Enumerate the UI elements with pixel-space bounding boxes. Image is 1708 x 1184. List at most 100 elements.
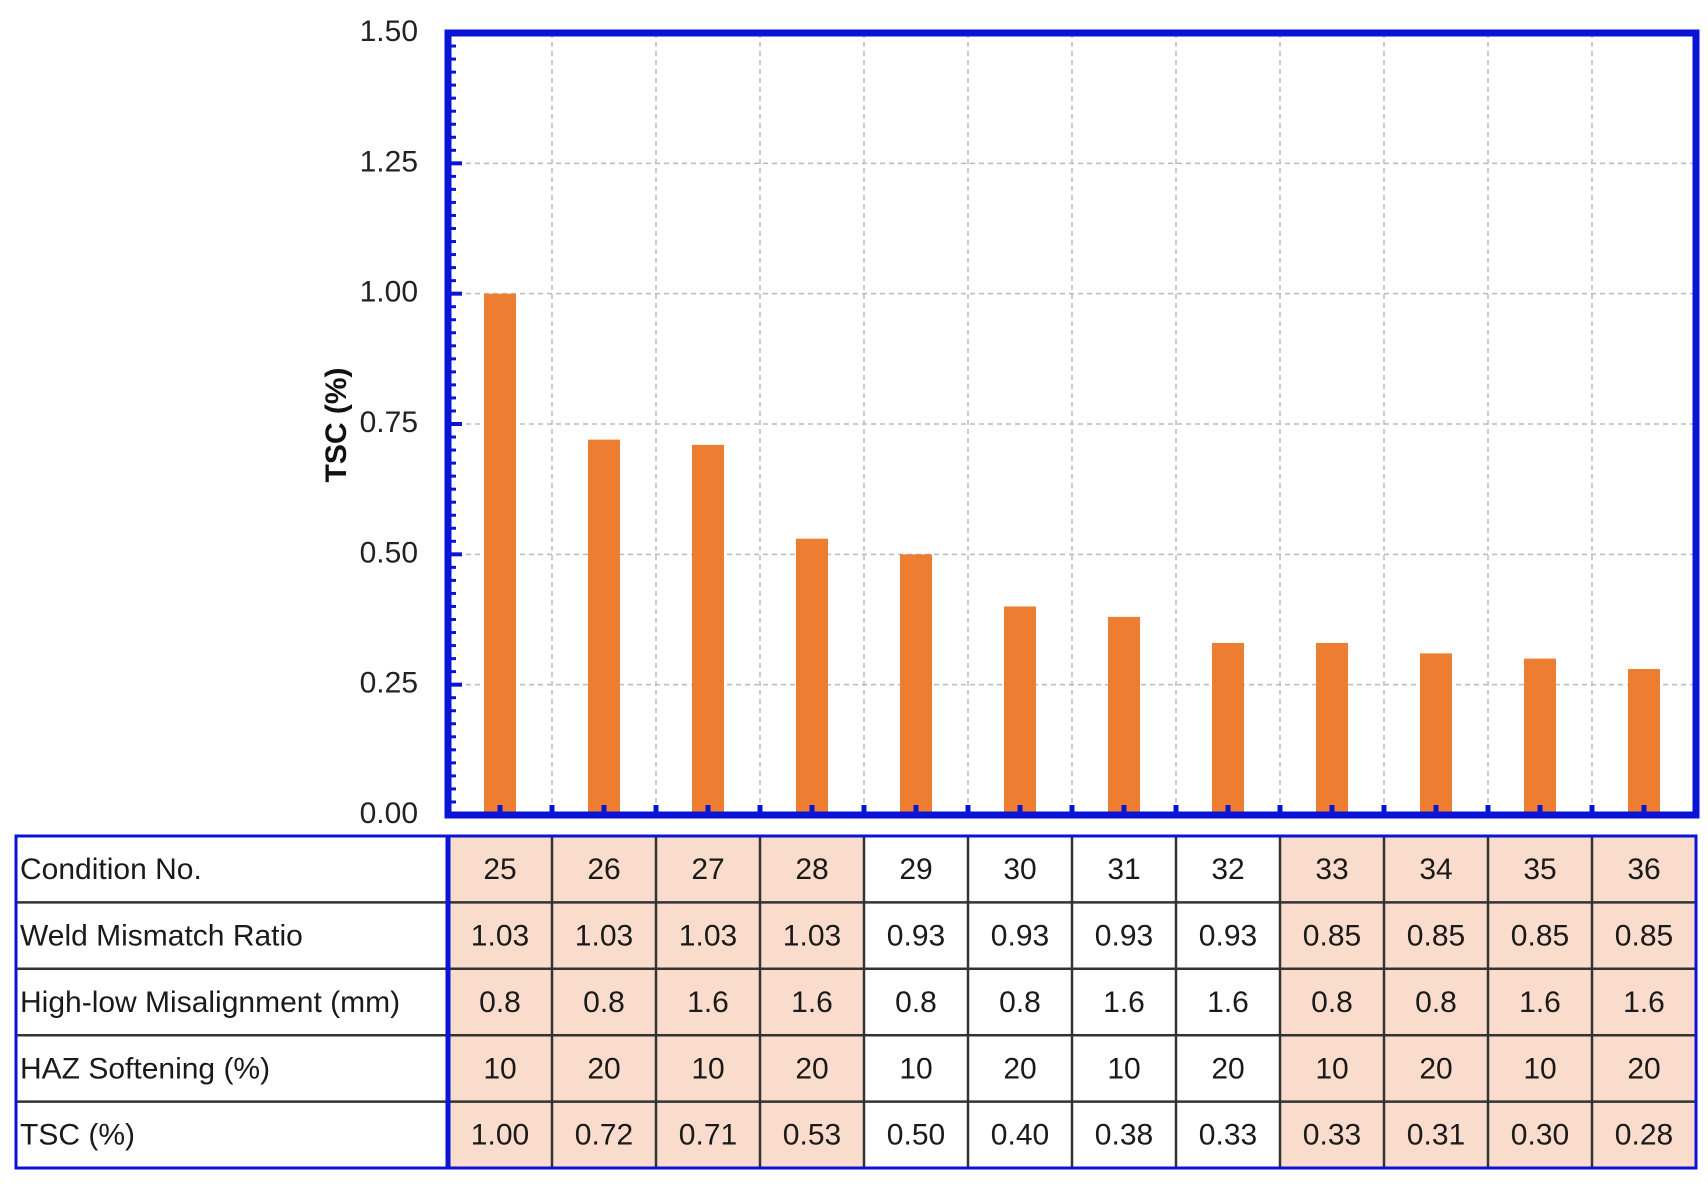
table-cell: 10	[1523, 1052, 1556, 1085]
table-cell: 0.85	[1407, 920, 1465, 953]
y-tick-label: 1.25	[360, 145, 418, 178]
table-cell: 0.53	[783, 1119, 841, 1152]
table-cell: 1.6	[687, 986, 729, 1019]
bar-27	[692, 444, 724, 815]
table-cell: 0.85	[1303, 920, 1361, 953]
table-cell: 34	[1419, 853, 1452, 886]
bar-36	[1628, 669, 1660, 815]
y-tick-label: 0.25	[360, 667, 418, 700]
table-cell: 10	[483, 1052, 516, 1085]
table-cell: 0.93	[887, 920, 945, 953]
table-cell: 1.03	[575, 920, 633, 953]
table-cell: 1.6	[1207, 986, 1249, 1019]
table-cell: 29	[899, 853, 932, 886]
table-cell: 1.00	[471, 1119, 529, 1152]
bar-32	[1212, 642, 1244, 815]
highlight-column	[448, 836, 552, 1168]
table-cell: 1.03	[783, 920, 841, 953]
table-cell: 20	[1003, 1052, 1036, 1085]
table-cell: 0.72	[575, 1119, 633, 1152]
table-cell: 26	[587, 853, 620, 886]
table-cell: 20	[795, 1052, 828, 1085]
table-cell: 33	[1315, 853, 1348, 886]
table-cell: 10	[691, 1052, 724, 1085]
table-row-label: Condition No.	[20, 853, 202, 886]
table-cell: 0.8	[999, 986, 1041, 1019]
table-cell: 0.8	[1415, 986, 1457, 1019]
table-cell: 10	[1107, 1052, 1140, 1085]
table-cell: 1.6	[1103, 986, 1145, 1019]
table-cell: 10	[899, 1052, 932, 1085]
table-cell: 0.31	[1407, 1119, 1465, 1152]
table-cell: 25	[483, 853, 516, 886]
highlight-column	[760, 836, 864, 1168]
table-cell: 0.93	[1199, 920, 1257, 953]
y-tick-label: 1.50	[360, 15, 418, 48]
plot-frame	[444, 29, 1700, 819]
table-cell: 0.40	[991, 1119, 1049, 1152]
table-cell: 1.6	[791, 986, 833, 1019]
bar-34	[1420, 653, 1452, 815]
table-row-label: TSC (%)	[20, 1119, 135, 1152]
table-cell: 1.6	[1519, 986, 1561, 1019]
table-cell: 30	[1003, 853, 1036, 886]
y-tick-label: 0.50	[360, 536, 418, 569]
table-cell: 10	[1315, 1052, 1348, 1085]
highlight-column	[1384, 836, 1488, 1168]
bar-31	[1108, 616, 1140, 815]
table-cell: 0.93	[1095, 920, 1153, 953]
table-cell: 0.8	[895, 986, 937, 1019]
table-cell: 1.6	[1623, 986, 1665, 1019]
bar-25	[484, 293, 516, 816]
table-cell: 0.8	[583, 986, 625, 1019]
bar-35	[1524, 658, 1556, 815]
table-cell: 0.33	[1303, 1119, 1361, 1152]
table-row-label: Weld Mismatch Ratio	[20, 920, 303, 953]
table-cell: 0.71	[679, 1119, 737, 1152]
table-cell: 0.85	[1615, 920, 1673, 953]
table-cell: 0.30	[1511, 1119, 1569, 1152]
table-cell: 27	[691, 853, 724, 886]
table-cell: 1.03	[471, 920, 529, 953]
highlight-column	[1488, 836, 1592, 1168]
table-cell: 1.03	[679, 920, 737, 953]
grid-lines	[448, 33, 1696, 815]
y-tick-label: 0.75	[360, 406, 418, 439]
table-cell: 28	[795, 853, 828, 886]
table-cell: 0.8	[479, 986, 521, 1019]
highlight-column	[1280, 836, 1384, 1168]
table-cell: 0.28	[1615, 1119, 1673, 1152]
y-tick-label: 1.00	[360, 276, 418, 309]
table-row-label: HAZ Softening (%)	[20, 1052, 270, 1085]
highlight-column	[656, 836, 760, 1168]
table-cell: 0.33	[1199, 1119, 1257, 1152]
table-border	[14, 834, 1698, 1170]
bar-26	[588, 439, 620, 815]
data-table: Condition No. 25 26 27 28 29 30 31 32 33 34 35 36 Wel…	[14, 834, 1698, 1170]
table-cell: 20	[587, 1052, 620, 1085]
y-tick-label: 0.00	[360, 797, 418, 830]
table-row-label: High-low Misalignment (mm)	[20, 986, 400, 1019]
table-cell: 20	[1627, 1052, 1660, 1085]
table-cell: 20	[1211, 1052, 1244, 1085]
y-axis-title: TSC (%)	[320, 368, 353, 483]
bar-33	[1316, 642, 1348, 815]
table-cell: 0.8	[1311, 986, 1353, 1019]
bar-30	[1004, 606, 1036, 815]
highlight-column	[552, 836, 656, 1168]
table-cell: 0.93	[991, 920, 1049, 953]
table-cell: 35	[1523, 853, 1556, 886]
table-cell: 0.38	[1095, 1119, 1153, 1152]
table-cell: 20	[1419, 1052, 1452, 1085]
table-cell: 0.50	[887, 1119, 945, 1152]
bars	[484, 293, 1660, 816]
y-axis-ticks: 0.00 0.25 0.50 0.75 1.00 1.25 1.50	[360, 15, 418, 830]
table-cell: 32	[1211, 853, 1244, 886]
table-cell: 0.85	[1511, 920, 1569, 953]
bar-29	[900, 554, 932, 815]
table-cell: 31	[1107, 853, 1140, 886]
bar-28	[796, 538, 828, 815]
highlight-column	[1592, 836, 1696, 1168]
table-cell: 36	[1627, 853, 1660, 886]
